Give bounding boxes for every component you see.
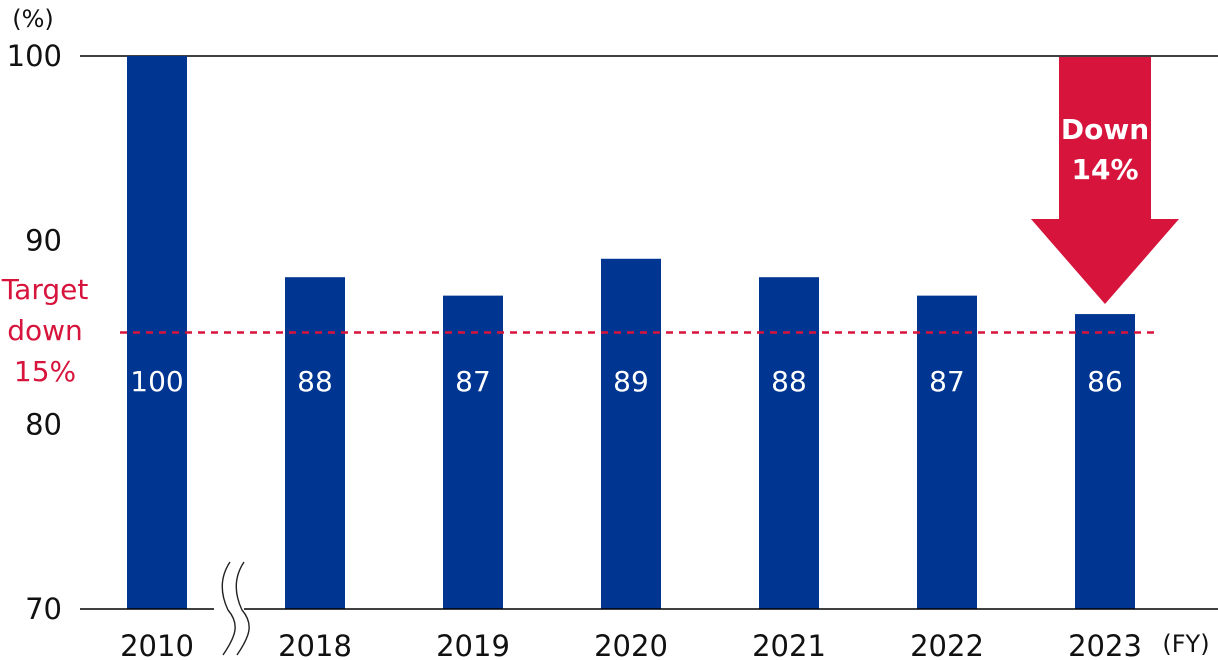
value-label-2018: 88 (297, 365, 333, 398)
x-tick-label-2019: 2019 (436, 629, 510, 660)
axis-break-line-left (221, 561, 236, 656)
annotation-label-line-2: 14% (1071, 153, 1138, 186)
y-tick-label-90: 90 (25, 223, 62, 257)
bar-2022 (917, 295, 977, 609)
value-label-2010: 100 (130, 365, 183, 398)
y-tick-label-80: 80 (25, 408, 62, 442)
bar-2019 (443, 295, 503, 609)
value-label-2021: 88 (771, 365, 807, 398)
axis-break (214, 561, 250, 656)
x-tick-label-2022: 2022 (910, 629, 984, 660)
target-label-line-2: down (7, 314, 83, 347)
x-tick-label-2020: 2020 (594, 629, 668, 660)
bar-2021 (759, 277, 819, 609)
value-label-2019: 87 (455, 365, 491, 398)
labels-group: 2010 2018 2019 2020 2021 2022 2023 (FY) (120, 629, 1210, 660)
axis-group: 100 90 80 70 (%) (7, 5, 1218, 626)
down-arrow-icon (1031, 57, 1179, 304)
annotation-label-line-1: Down (1061, 113, 1149, 146)
value-labels: 100 88 87 89 88 87 86 (130, 365, 1123, 398)
target-label-line-3: 15% (14, 355, 76, 388)
y-tick-label-100: 100 (7, 39, 62, 73)
axis-break-line-right (235, 561, 250, 656)
value-label-2022: 87 (929, 365, 965, 398)
target-group: Target down 15% (1, 273, 1155, 388)
bar-2023 (1075, 314, 1135, 609)
x-tick-label-2021: 2021 (752, 629, 826, 660)
x-tick-label-2018: 2018 (278, 629, 352, 660)
y-tick-label-70: 70 (25, 592, 62, 626)
value-label-2020: 89 (613, 365, 649, 398)
x-axis-unit-label: (FY) (1162, 630, 1209, 658)
x-tick-label-2010: 2010 (120, 629, 194, 660)
value-label-2023: 86 (1087, 365, 1123, 398)
y-axis-unit-label: (%) (12, 5, 54, 33)
annotation-group: Down 14% (1031, 57, 1179, 304)
x-tick-label-2023: 2023 (1068, 629, 1142, 660)
axis-break-gap (214, 601, 244, 617)
bar-2018 (285, 277, 345, 609)
bar-2020 (601, 258, 661, 609)
target-label-line-1: Target (1, 273, 89, 306)
